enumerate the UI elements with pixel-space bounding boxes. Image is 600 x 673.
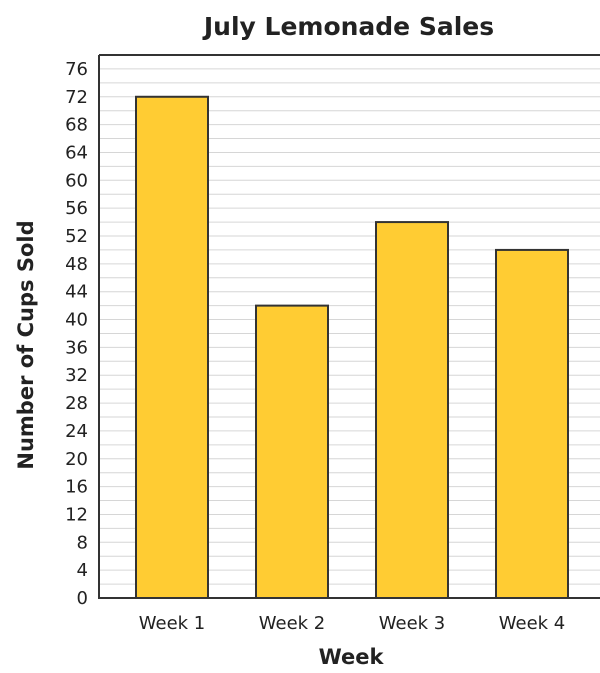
- x-axis-title: Week: [319, 645, 385, 669]
- y-tick-label: 52: [65, 226, 88, 247]
- y-tick-label: 16: [65, 477, 88, 498]
- y-tick-label: 20: [65, 449, 88, 470]
- y-tick-label: 4: [77, 560, 88, 581]
- bar-week-1: [135, 95, 209, 600]
- bars: [135, 95, 569, 600]
- y-tick-label: 0: [77, 588, 88, 609]
- y-tick-label: 56: [65, 198, 88, 219]
- y-tick-label: 12: [65, 504, 88, 525]
- y-tick-label: 72: [65, 87, 88, 108]
- y-tick-label: 28: [65, 393, 88, 414]
- x-tick-label: Week 3: [379, 613, 446, 634]
- y-axis-title: Number of Cups Sold: [14, 220, 38, 469]
- y-tick-label: 24: [65, 421, 88, 442]
- bar-week-4: [495, 248, 569, 600]
- y-tick-label: 60: [65, 170, 88, 191]
- x-tick-label: Week 2: [259, 613, 326, 634]
- x-tick-label: Week 1: [139, 613, 206, 634]
- y-tick-label: 8: [77, 532, 88, 553]
- chart-title: July Lemonade Sales: [202, 12, 494, 41]
- y-tick-label: 76: [65, 59, 88, 80]
- x-tick-labels: Week 1 Week 2 Week 3 Week 4: [139, 613, 566, 634]
- y-tick-label: 48: [65, 254, 88, 275]
- axes: [98, 54, 600, 599]
- y-tick-label: 68: [65, 115, 88, 136]
- y-tick-label: 32: [65, 365, 88, 386]
- x-tick-label: Week 4: [499, 613, 566, 634]
- y-tick-label: 64: [65, 142, 88, 163]
- bar-week-3: [375, 221, 449, 599]
- y-tick-label: 36: [65, 337, 88, 358]
- bar-week-2: [255, 304, 329, 599]
- y-tick-label: 44: [65, 282, 88, 303]
- y-tick-label: 40: [65, 310, 88, 331]
